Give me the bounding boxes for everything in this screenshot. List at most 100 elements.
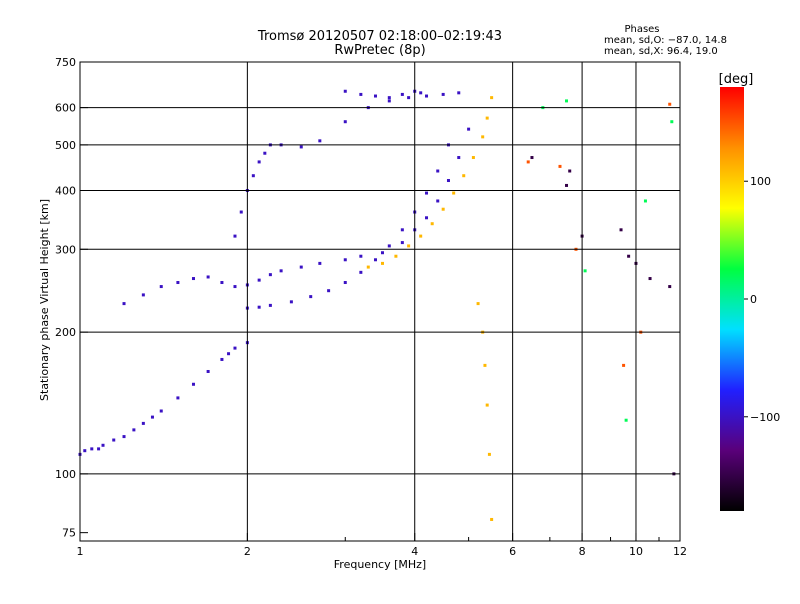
data-point (490, 96, 494, 100)
data-point (233, 346, 237, 350)
y-tick-label: 400 (55, 184, 76, 197)
data-point (446, 179, 450, 183)
data-point (457, 156, 461, 160)
data-point (380, 261, 384, 265)
data-point (83, 449, 87, 453)
data-point (343, 258, 347, 262)
data-point (373, 94, 377, 98)
data-point (101, 443, 105, 447)
chart-subtitle: RwPretec (8p) (334, 43, 425, 58)
data-point (583, 269, 587, 273)
data-point (112, 438, 116, 442)
x-tick-label: 4 (411, 545, 418, 558)
data-point (159, 409, 163, 413)
x-tick-label: 8 (579, 545, 586, 558)
data-point (425, 94, 429, 98)
data-point (239, 210, 243, 214)
data-point (97, 447, 101, 451)
data-point (159, 285, 163, 289)
data-point (141, 293, 145, 297)
colorbar-tick-label: −100 (750, 411, 780, 424)
data-point (419, 91, 423, 95)
data-point (257, 160, 261, 164)
data-point (268, 303, 272, 307)
data-point (441, 207, 445, 211)
data-point (476, 302, 480, 306)
data-point (627, 254, 631, 258)
data-point (387, 96, 391, 100)
data-point (343, 89, 347, 93)
data-point (343, 120, 347, 124)
data-point (467, 127, 471, 131)
data-point (490, 517, 494, 521)
x-tick-label: 10 (629, 545, 643, 558)
data-point (268, 273, 272, 277)
phases-line-o: mean, sd,O: −87.0, 14.8 (604, 35, 727, 46)
data-point (257, 278, 261, 282)
data-point (483, 363, 487, 367)
data-point (227, 352, 231, 356)
data-point (359, 254, 363, 258)
x-tick-label: 1 (77, 545, 84, 558)
data-point (387, 99, 391, 103)
colorbar-title: [deg] (719, 72, 754, 87)
data-point (485, 116, 489, 120)
y-tick-label: 300 (55, 243, 76, 256)
data-point (380, 251, 384, 255)
data-point (430, 222, 434, 226)
data-point (400, 228, 404, 232)
data-point (233, 234, 237, 238)
data-point (462, 174, 466, 178)
data-point (366, 265, 370, 269)
data-point (394, 254, 398, 258)
y-tick-label: 500 (55, 139, 76, 152)
data-point (643, 199, 647, 203)
phases-line-x: mean, sd,X: 96.4, 19.0 (604, 46, 718, 57)
y-tick-label: 75 (62, 527, 76, 540)
data-point (407, 244, 411, 248)
y-tick-label: 200 (55, 326, 76, 339)
grid-lines (80, 62, 680, 541)
data-point (191, 277, 195, 281)
data-point (132, 428, 136, 432)
data-point (668, 285, 672, 289)
data-point (141, 421, 145, 425)
data-point (233, 285, 237, 289)
y-tick-label: 100 (55, 468, 76, 481)
x-tick-label: 2 (244, 545, 251, 558)
data-point (150, 415, 154, 419)
data-point (481, 135, 485, 139)
data-point (526, 160, 530, 164)
data-point (568, 169, 572, 173)
data-point (257, 305, 261, 309)
data-point (279, 269, 283, 273)
colorbar-tick-label: 100 (750, 175, 771, 188)
data-point (565, 99, 569, 103)
colorbar-ticks: 100 0 −100 (744, 175, 780, 424)
data-point (299, 265, 303, 269)
data-point (619, 228, 623, 232)
data-point (436, 169, 440, 173)
chart-title: Tromsø 20120507 02:18:00–02:19:43 (257, 29, 502, 44)
data-point (220, 281, 224, 285)
data-point (425, 216, 429, 220)
y-tick-label: 600 (55, 102, 76, 115)
data-point (457, 91, 461, 95)
data-point (343, 281, 347, 285)
plot-frame (79, 61, 681, 542)
data-point (176, 396, 180, 400)
data-point (299, 145, 303, 149)
y-tick-label: 750 (55, 56, 76, 69)
data-point (471, 156, 475, 160)
data-point (176, 281, 180, 285)
data-point (487, 452, 491, 456)
data-point (373, 258, 377, 262)
data-point (206, 275, 210, 279)
data-point (206, 369, 210, 373)
y-axis: 75 100 200 300 400 500 600 750 (55, 56, 88, 540)
data-point (122, 435, 126, 439)
data-point (318, 139, 322, 143)
data-point (485, 403, 489, 407)
